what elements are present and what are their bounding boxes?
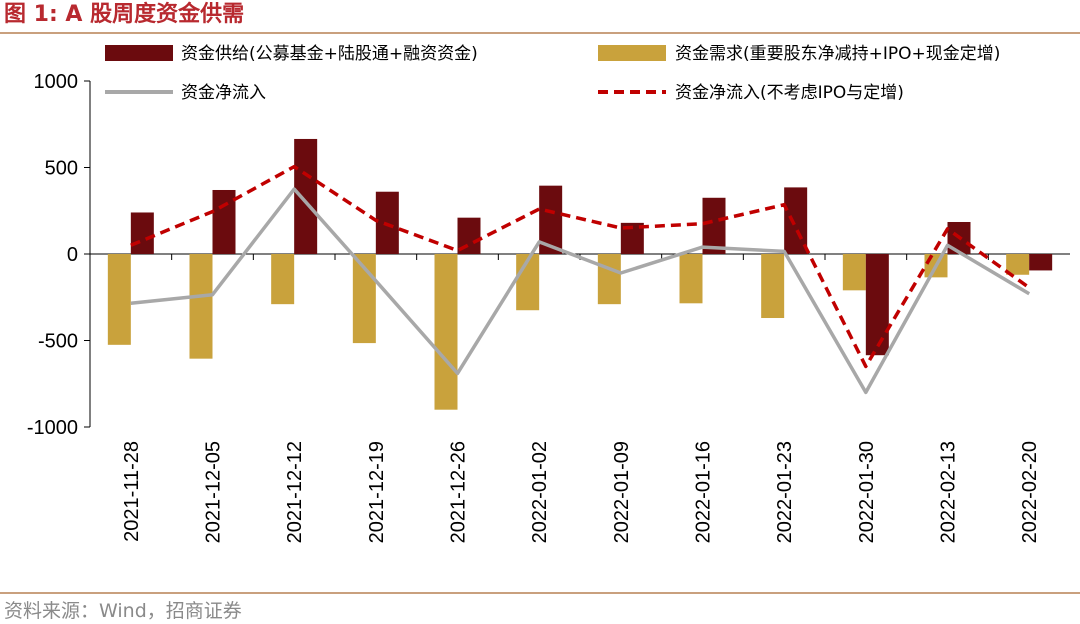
x-tick-label: 2021-12-26 bbox=[448, 441, 470, 543]
y-tick-label: 500 bbox=[45, 158, 78, 180]
supply-bar bbox=[539, 185, 563, 254]
demand-bar bbox=[434, 254, 458, 410]
bars bbox=[107, 138, 1053, 410]
supply-bar bbox=[784, 187, 808, 254]
supply-bar bbox=[457, 217, 481, 254]
demand-bar bbox=[1006, 254, 1030, 275]
axes: 1000 500 0 -500 -1000 bbox=[27, 71, 1070, 439]
x-tick-label: 2021-12-05 bbox=[203, 441, 225, 543]
x-tick-label: 2022-02-20 bbox=[1019, 441, 1041, 543]
demand-bar bbox=[842, 254, 866, 291]
figure-title: 图 1: A 股周度资金供需 bbox=[4, 2, 245, 27]
legend-label-supply: 资金供给(公募基金+陆股通+融资资金) bbox=[181, 44, 478, 64]
x-tick-label: 2022-01-16 bbox=[693, 441, 715, 543]
net-inflow-line bbox=[130, 187, 1031, 395]
demand-bar bbox=[679, 254, 703, 304]
x-tick-label: 2021-12-19 bbox=[366, 441, 388, 543]
legend-swatch-demand bbox=[598, 45, 666, 61]
legend-label-demand: 资金需求(重要股东净减持+IPO+现金定增) bbox=[675, 44, 1000, 64]
supply-bar bbox=[1029, 254, 1053, 271]
y-tick-label: 0 bbox=[67, 244, 78, 266]
x-tick-label: 2021-11-28 bbox=[121, 441, 143, 542]
demand-bar bbox=[761, 254, 785, 319]
y-tick-label: -1000 bbox=[27, 417, 78, 439]
demand-bar bbox=[189, 254, 213, 359]
supply-bar bbox=[702, 197, 726, 254]
supply-bar bbox=[865, 254, 889, 356]
x-tick-label: 2022-01-30 bbox=[856, 441, 878, 543]
lines bbox=[130, 164, 1031, 395]
x-tick-label: 2021-12-12 bbox=[284, 441, 306, 543]
x-tick-label: 2022-01-23 bbox=[774, 441, 796, 543]
y-tick-label: 1000 bbox=[34, 71, 79, 93]
legend-swatch-supply bbox=[105, 45, 173, 61]
chart-svg: 资金供给(公募基金+陆股通+融资资金) 资金需求(重要股东净减持+IPO+现金定… bbox=[27, 44, 1070, 543]
supply-bar bbox=[130, 212, 154, 254]
source-divider bbox=[0, 592, 1080, 594]
legend: 资金供给(公募基金+陆股通+融资资金) 资金需求(重要股东净减持+IPO+现金定… bbox=[105, 44, 1000, 103]
supply-bar bbox=[212, 189, 236, 254]
title-divider bbox=[0, 32, 1080, 34]
demand-bar bbox=[597, 254, 621, 305]
net-inflow-ex-line bbox=[130, 164, 1031, 369]
x-tick-labels: 2021-11-28 2021-12-05 2021-12-12 2021-12-19… bbox=[121, 441, 1041, 543]
legend-label-net-ex: 资金净流入(不考虑IPO与定增) bbox=[675, 83, 904, 103]
demand-bar bbox=[107, 254, 131, 345]
x-tick-label: 2022-01-02 bbox=[529, 441, 551, 543]
x-tick-label: 2022-01-09 bbox=[611, 441, 633, 543]
source-note: 资料来源：Wind，招商证券 bbox=[4, 600, 242, 622]
y-tick-label: -500 bbox=[38, 331, 78, 353]
supply-bar bbox=[294, 138, 318, 254]
supply-bar bbox=[620, 222, 644, 254]
legend-label-net: 资金净流入 bbox=[181, 83, 266, 103]
x-tick-label: 2022-02-13 bbox=[938, 441, 960, 543]
demand-bar bbox=[271, 254, 295, 305]
